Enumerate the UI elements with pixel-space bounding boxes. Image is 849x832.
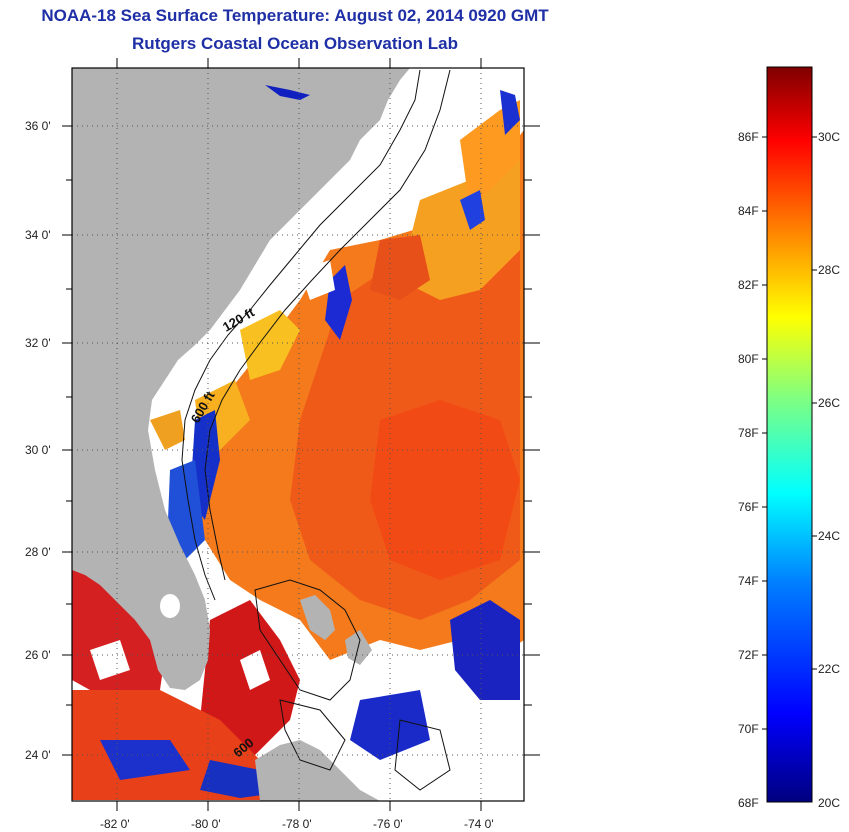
lon-label-82: -82 0' (100, 817, 130, 831)
land-southeast-us (72, 68, 410, 690)
colorbar-label-72f: 72F (738, 648, 759, 662)
colorbar-label-26c: 26C (818, 396, 840, 410)
colorbar-label-84f: 84F (738, 204, 759, 218)
lat-label-32: 32 0' (25, 336, 51, 350)
lake-outline (265, 85, 310, 100)
colorbar-label-78f: 78F (738, 426, 759, 440)
colorbar-ticks (762, 136, 817, 730)
colorbar-label-24c: 24C (818, 529, 840, 543)
colorbar-label-70f: 70F (738, 722, 759, 736)
colorbar-label-68f: 68F (738, 796, 759, 810)
lon-label-76: -76 0' (373, 817, 403, 831)
colorbar-label-80f: 80F (738, 352, 759, 366)
temperature-colorbar (766, 66, 813, 803)
land-bahamas (300, 595, 372, 665)
colorbar-label-28c: 28C (818, 263, 840, 277)
map-gridlines (72, 68, 524, 801)
map-title: NOAA-18 Sea Surface Temperature: August … (41, 6, 549, 25)
colorbar-label-20c: 20C (818, 796, 840, 810)
lake-okeechobee (160, 594, 180, 618)
lon-label-74: -74 0' (464, 817, 494, 831)
map-frame (71, 67, 525, 802)
lat-label-28: 28 0' (25, 545, 51, 559)
lat-label-36: 36 0' (25, 119, 51, 133)
land-cuba (255, 740, 380, 801)
colorbar-label-22c: 22C (818, 662, 840, 676)
lon-label-78: -78 0' (282, 817, 312, 831)
map-tick-marks (62, 58, 540, 811)
colorbar-label-30c: 30C (818, 130, 840, 144)
colorbar-label-86f: 86F (738, 130, 759, 144)
lat-label-30: 30 0' (25, 443, 51, 457)
lat-label-34: 34 0' (25, 228, 51, 242)
lon-label-80: -80 0' (191, 817, 221, 831)
colorbar-label-74f: 74F (738, 574, 759, 588)
colorbar-label-82f: 82F (738, 278, 759, 292)
lat-label-26: 26 0' (25, 648, 51, 662)
colorbar-label-76f: 76F (738, 500, 759, 514)
map-subtitle: Rutgers Coastal Ocean Observation Lab (132, 34, 458, 53)
lat-label-24: 24 0' (25, 748, 51, 762)
bathymetry-contours (181, 69, 451, 791)
